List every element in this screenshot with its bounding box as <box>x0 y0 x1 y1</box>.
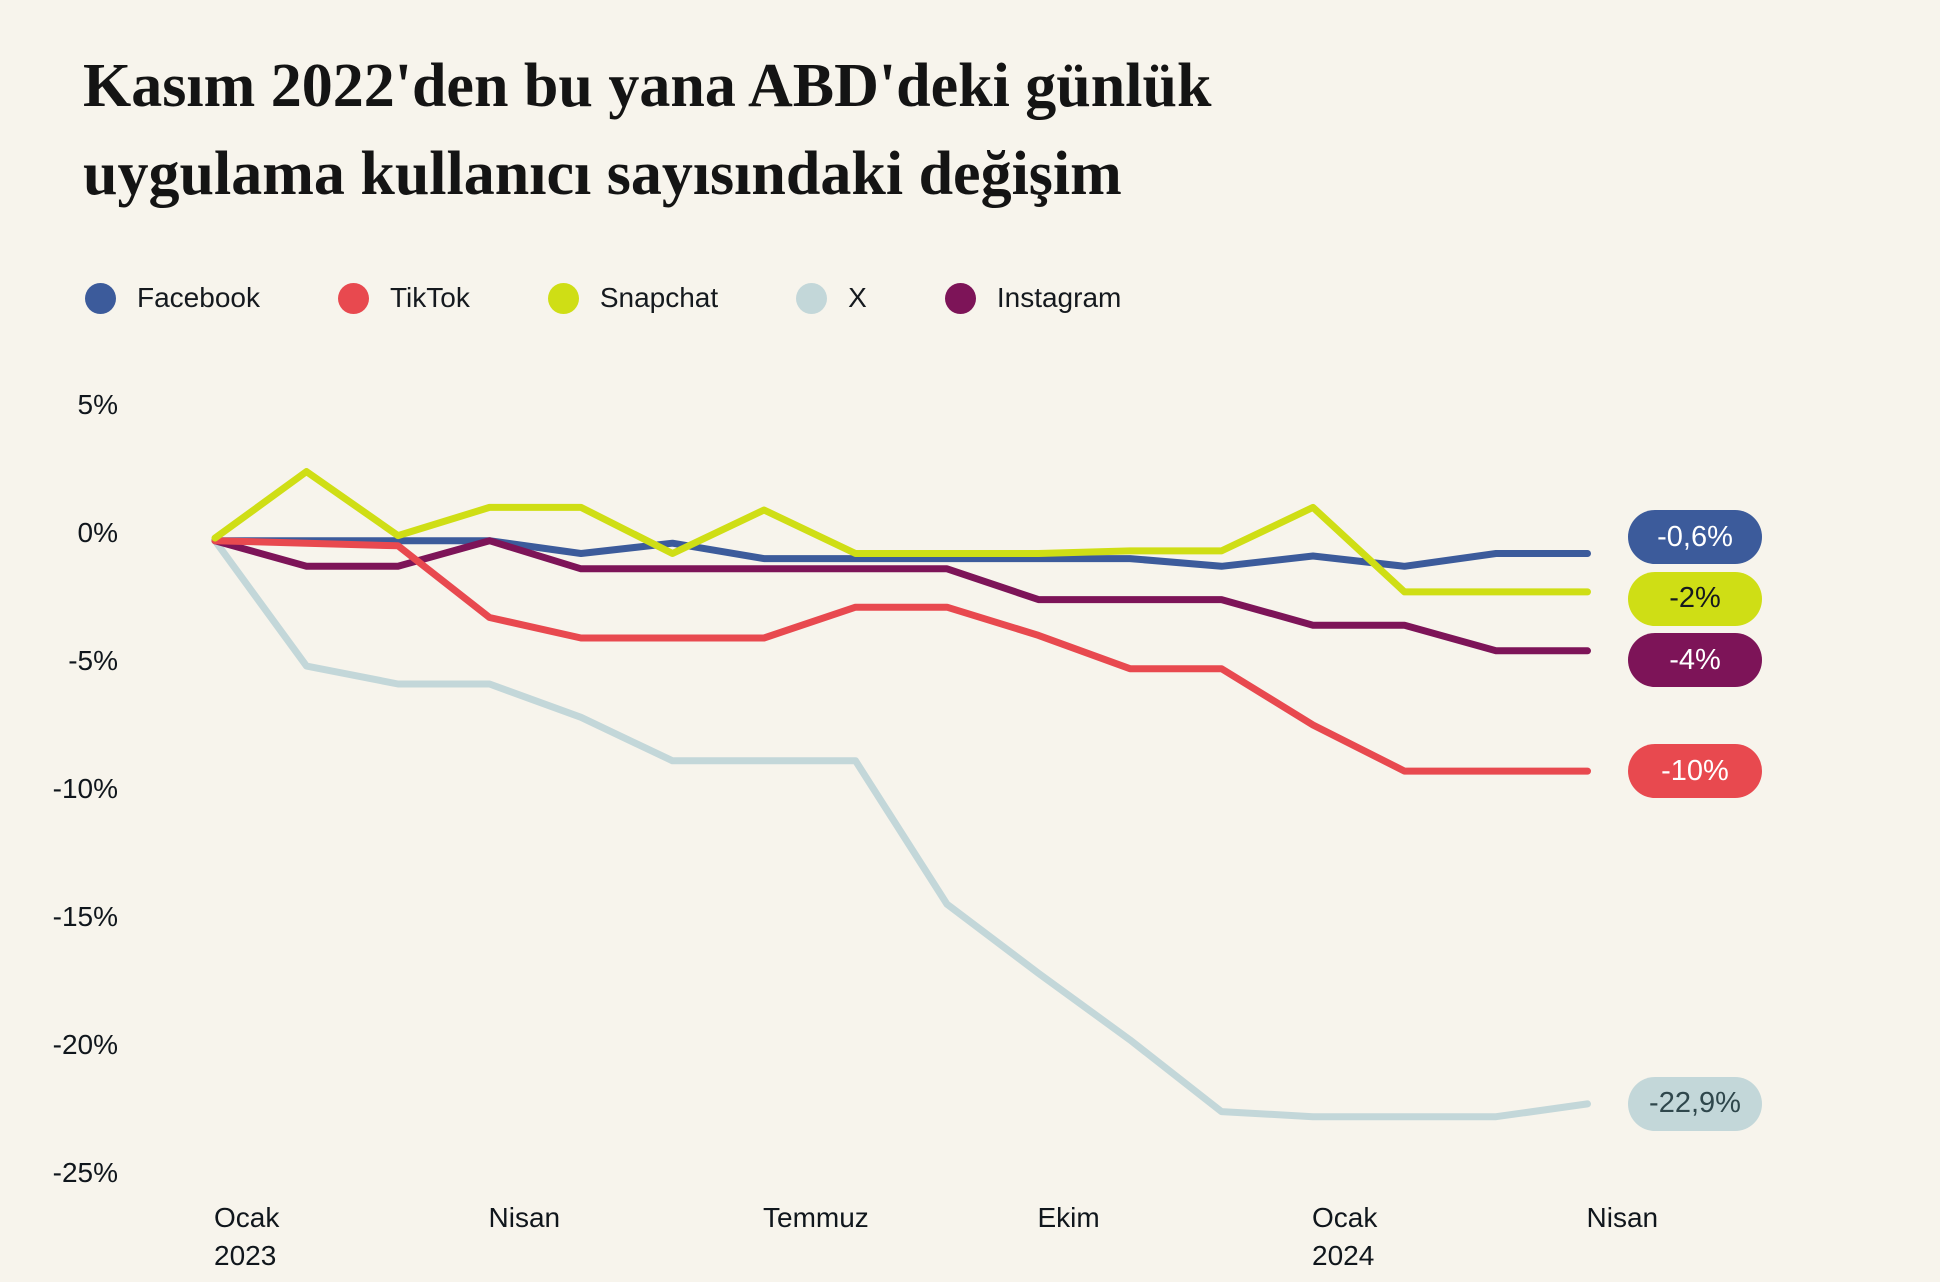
legend-label-tiktok: TikTok <box>389 282 470 313</box>
y-tick-label-5: 5% <box>77 389 118 420</box>
y-tick-label--10: -10% <box>52 773 118 804</box>
series-line-instagram <box>211 537 1591 655</box>
legend-label-facebook: Facebook <box>137 282 260 313</box>
legend-item-x: X <box>796 282 867 314</box>
legend-swatch-instagram <box>944 282 976 314</box>
legend-item-snapchat: Snapchat <box>547 282 719 314</box>
end-label-pill-instagram: -4% <box>1628 633 1762 688</box>
series-line-x <box>211 537 1591 1121</box>
legend-item-tiktok: TikTok <box>337 282 470 314</box>
end-label-pill-snapchat: -2% <box>1628 571 1762 626</box>
x-tick-label-15: Nisan <box>1586 1202 1659 1233</box>
y-tick-label--25: -25% <box>52 1157 118 1188</box>
legend-swatch-x <box>796 282 828 314</box>
x-tick-label-6: Temmuz <box>763 1202 869 1233</box>
y-tick-label--5: -5% <box>68 645 118 676</box>
y-tick-label--20: -20% <box>52 1029 118 1060</box>
end-label-pill-tiktok: -10% <box>1628 744 1762 799</box>
x-tick-label-12: Ocak 2024 <box>1312 1202 1378 1271</box>
x-tick-label-3: Nisan <box>488 1202 561 1233</box>
end-label-pill-x: -22,9% <box>1628 1076 1762 1131</box>
legend-label-x: X <box>848 282 867 313</box>
legend-swatch-facebook <box>85 282 116 314</box>
end-label-pill-facebook: -0,6% <box>1628 510 1762 565</box>
x-tick-label-9: Ekim <box>1037 1202 1100 1233</box>
page-title: Kasım 2022'den bu yana ABD'deki günlük u… <box>83 42 1211 218</box>
legend-item-facebook: Facebook <box>85 282 260 314</box>
legend-swatch-tiktok <box>337 282 369 314</box>
series-line-facebook <box>211 537 1591 570</box>
y-tick-label-0: 0% <box>77 517 118 548</box>
series-line-snapchat <box>211 468 1591 596</box>
series-line-tiktok <box>211 537 1591 775</box>
legend-swatch-snapchat <box>547 282 579 314</box>
y-tick-label--15: -15% <box>52 901 118 932</box>
legend: Facebook TikTok Snapchat X Instagram <box>85 282 1121 314</box>
legend-label-snapchat: Snapchat <box>599 282 719 313</box>
legend-item-instagram: Instagram <box>944 282 1122 314</box>
legend-label-instagram: Instagram <box>996 282 1122 313</box>
x-tick-label-0: Ocak 2023 <box>214 1202 280 1271</box>
page-title-line-1: Kasım 2022'den bu yana ABD'deki günlük <box>83 52 1212 120</box>
page-title-line-2: uygulama kullanıcı sayısındaki değişim <box>83 140 1122 208</box>
